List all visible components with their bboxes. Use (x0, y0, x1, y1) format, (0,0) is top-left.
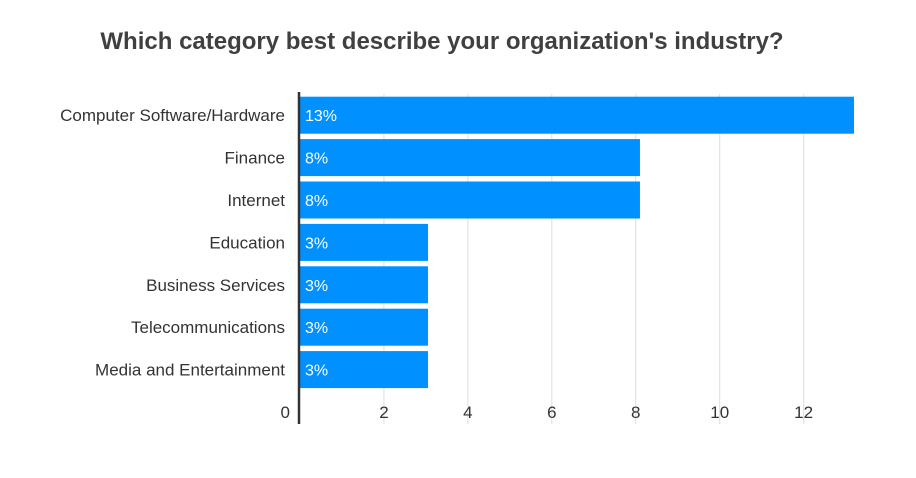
bar (300, 139, 640, 177)
bar-data-label: 3% (305, 320, 328, 337)
chart-title: Which category best describe your organi… (100, 28, 784, 55)
category-label: Internet (227, 191, 285, 210)
category-label: Finance (225, 149, 285, 168)
bar (300, 181, 640, 219)
bars: 13% 8% 8% 3% 3% 3% 3% (300, 96, 854, 389)
x-tick-label: 6 (547, 403, 556, 422)
bar (300, 308, 429, 346)
bar-data-label: 13% (305, 108, 337, 125)
bar (300, 223, 429, 261)
category-labels: Computer Software/Hardware Finance Interne… (60, 106, 285, 379)
bar-data-label: 8% (305, 193, 328, 210)
x-tick-label: 8 (631, 403, 640, 422)
bar-data-label: 3% (305, 278, 328, 295)
x-tick-label: 2 (379, 403, 388, 422)
x-axis-ticks: 0 2 4 6 8 10 12 (281, 403, 814, 422)
x-tick-label: 10 (710, 403, 729, 422)
category-label: Business Services (146, 276, 285, 295)
x-tick-label: 4 (463, 403, 472, 422)
bar-data-label: 8% (305, 151, 328, 168)
category-label: Computer Software/Hardware (60, 106, 285, 125)
bar (300, 266, 429, 304)
category-label: Media and Entertainment (95, 361, 285, 380)
bar (300, 96, 854, 134)
bar-data-label: 3% (305, 363, 328, 380)
category-label: Education (209, 233, 285, 252)
x-tick-label: 0 (281, 403, 290, 422)
x-tick-label: 12 (794, 403, 813, 422)
category-label: Telecommunications (131, 318, 285, 337)
bar (300, 351, 429, 389)
bar-data-label: 3% (305, 235, 328, 252)
